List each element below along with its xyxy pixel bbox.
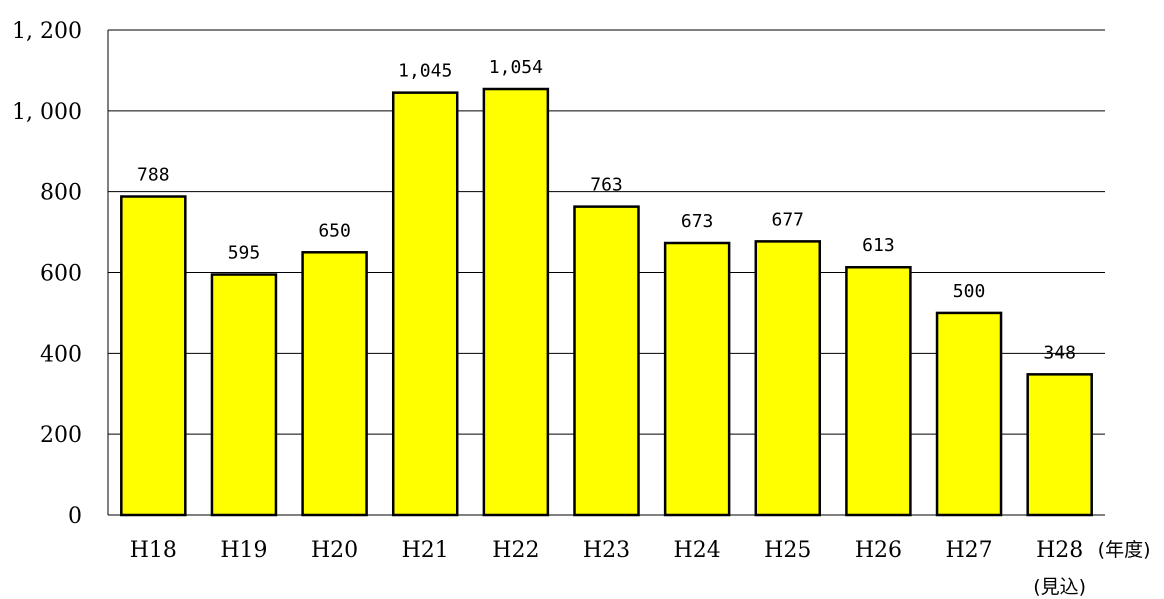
data-label: 763 bbox=[590, 175, 623, 196]
bar bbox=[573, 205, 640, 517]
x-category-label: H22 bbox=[492, 538, 539, 563]
bar bbox=[935, 311, 1003, 517]
x-category-label: H19 bbox=[220, 538, 267, 563]
y-tick-label: 1, 200 bbox=[12, 19, 82, 44]
bar bbox=[391, 91, 459, 517]
x-category-label: H18 bbox=[130, 538, 177, 563]
bar bbox=[1026, 373, 1093, 517]
last-category-note: (見込) bbox=[1033, 576, 1086, 598]
data-label: 348 bbox=[1043, 342, 1076, 363]
x-category-label: H20 bbox=[311, 538, 358, 563]
y-tick-label: 0 bbox=[68, 504, 82, 529]
data-label: 613 bbox=[862, 235, 895, 256]
data-label: 788 bbox=[137, 165, 170, 186]
data-label: 595 bbox=[228, 243, 261, 264]
bar bbox=[482, 87, 550, 517]
x-category-label: H21 bbox=[402, 538, 449, 563]
bar bbox=[120, 195, 187, 517]
x-category-label: H26 bbox=[855, 538, 902, 563]
data-labels: 788 595 650 1,045 1,054 763 673 677 613 500 348 bbox=[137, 57, 1076, 363]
data-label: 673 bbox=[681, 211, 714, 232]
x-category-label: H28 bbox=[1036, 538, 1083, 563]
bar bbox=[663, 241, 731, 517]
data-label: 677 bbox=[772, 209, 805, 230]
y-tick-label: 800 bbox=[40, 181, 82, 206]
bar bbox=[754, 240, 822, 517]
bar bbox=[301, 251, 368, 517]
x-category-label: H27 bbox=[945, 538, 992, 563]
y-axis-tick-labels: 0 200 400 600 800 1, 000 1, 200 bbox=[12, 19, 82, 529]
y-tick-label: 1, 000 bbox=[12, 100, 82, 125]
x-axis-category-labels: H18 H19 H20 H21 H22 H23 H24 H25 H26 H27 H28 bbox=[130, 538, 1084, 563]
bars bbox=[120, 87, 1093, 517]
bar bbox=[845, 265, 912, 517]
y-tick-label: 200 bbox=[40, 423, 82, 448]
data-label: 1,045 bbox=[398, 61, 452, 82]
data-label: 500 bbox=[953, 281, 986, 302]
x-category-label: H23 bbox=[583, 538, 630, 563]
data-label: 650 bbox=[318, 220, 351, 241]
x-category-label: H24 bbox=[674, 538, 721, 563]
data-label: 1,054 bbox=[489, 57, 543, 78]
bar bbox=[210, 273, 278, 517]
x-category-label: H25 bbox=[764, 538, 811, 563]
y-tick-label: 600 bbox=[40, 262, 82, 287]
y-tick-label: 400 bbox=[40, 342, 82, 367]
x-unit-label: (年度) bbox=[1098, 539, 1151, 561]
